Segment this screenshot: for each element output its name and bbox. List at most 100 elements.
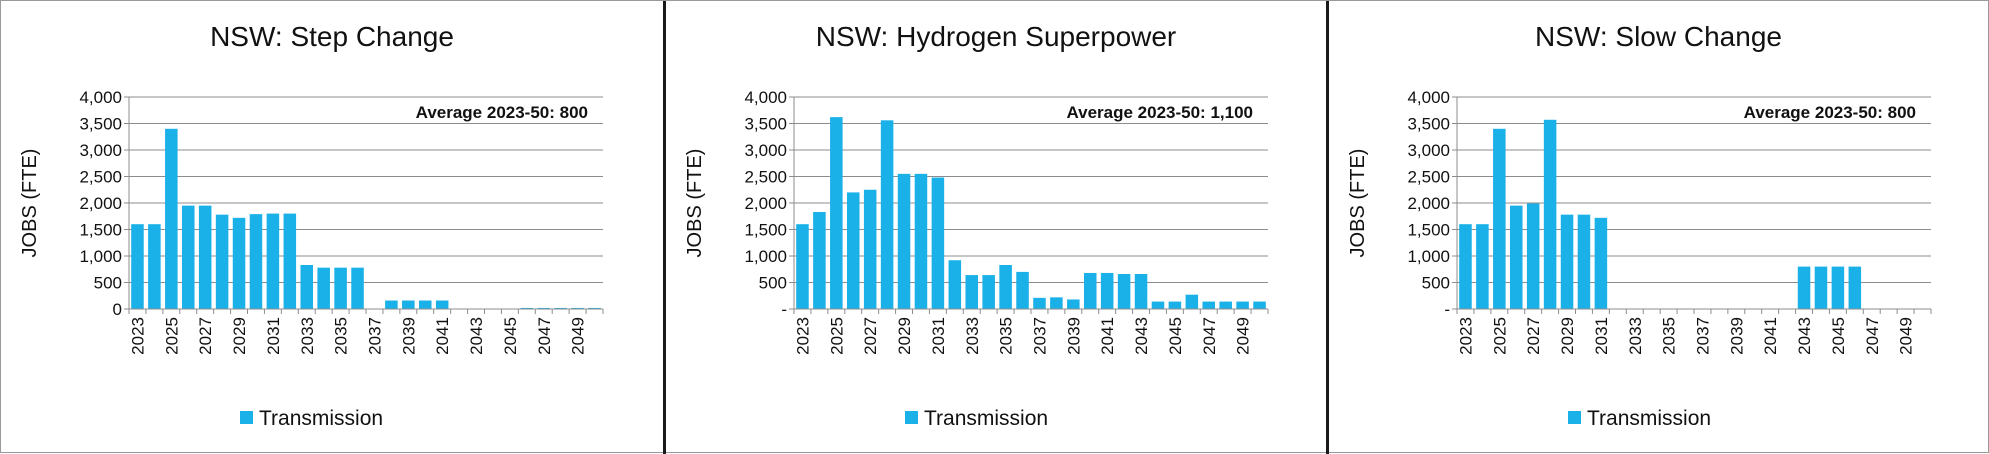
- y-tick-label: 3,500: [744, 115, 787, 134]
- y-tick-label: 4,000: [79, 88, 122, 107]
- bar-2045: [1168, 301, 1182, 309]
- bar-2026: [181, 205, 195, 309]
- legend: Transmission: [1568, 407, 1711, 430]
- y-tick-label: 3,500: [1407, 115, 1450, 134]
- bar-2030: [1577, 214, 1591, 309]
- bar-2047: [537, 307, 551, 309]
- bar-2046: [1185, 294, 1199, 309]
- x-tick-label: 2023: [128, 317, 147, 355]
- bar-2035: [999, 265, 1012, 309]
- bar-2025: [165, 128, 178, 309]
- bar-2043: [1797, 266, 1811, 309]
- y-tick-label: 3,000: [744, 141, 787, 160]
- x-tick-label: 2043: [1132, 317, 1151, 355]
- y-tick-label: 500: [759, 274, 787, 293]
- y-tick-label: -: [781, 300, 787, 319]
- bar-2037: [1033, 297, 1046, 309]
- x-tick-label: 2023: [793, 317, 812, 355]
- bar-2039: [1067, 299, 1080, 309]
- x-tick-label: 2023: [1456, 317, 1475, 355]
- bar-2032: [283, 213, 297, 309]
- x-tick-label: 2043: [467, 317, 486, 355]
- bar-2032: [948, 260, 962, 309]
- y-tick-label: 1,500: [79, 221, 122, 240]
- bar-2046: [1848, 266, 1862, 309]
- x-tick-label: 2043: [1795, 317, 1814, 355]
- bar-2023: [131, 224, 144, 309]
- bar-2031: [1594, 217, 1608, 309]
- x-tick-label: 2031: [1592, 317, 1611, 355]
- bar-2046: [520, 307, 534, 309]
- y-tick-label: 1,000: [1407, 247, 1450, 266]
- y-tick-label: 2,000: [1407, 194, 1450, 213]
- legend: Transmission: [905, 407, 1048, 430]
- panel-divider: [1326, 1, 1329, 454]
- x-tick-label: 2039: [399, 317, 418, 355]
- bar-2024: [813, 212, 826, 309]
- bar-2026: [1509, 205, 1523, 309]
- x-tick-label: 2039: [1064, 317, 1083, 355]
- chart-title: NSW: Hydrogen Superpower: [816, 21, 1177, 52]
- x-tick-label: 2045: [501, 317, 520, 355]
- bar-2028: [215, 214, 229, 309]
- legend-label: Transmission: [1587, 407, 1711, 430]
- y-tick-label: 3,500: [79, 115, 122, 134]
- chart-svg: NSW: Hydrogen Superpower - 500 1,000 1,500 2,…: [684, 21, 1269, 430]
- legend: Transmission: [240, 407, 383, 430]
- y-tick-label: 2,500: [79, 168, 122, 187]
- average-annotation: Average 2023-50: 800: [416, 103, 588, 122]
- bar-2023: [1459, 224, 1472, 309]
- y-tick-label: 1,500: [744, 221, 787, 240]
- legend-swatch: [905, 411, 918, 424]
- bar-2044: [1814, 266, 1828, 309]
- y-tick-label: -: [1444, 300, 1450, 319]
- x-tick-label: 2041: [1761, 317, 1780, 355]
- bar-2027: [863, 189, 877, 309]
- x-tick-label: 2037: [365, 317, 384, 355]
- y-tick-label: 2,000: [744, 194, 787, 213]
- x-tick-label: 2027: [1524, 317, 1543, 355]
- chart-title: NSW: Slow Change: [1535, 21, 1782, 52]
- bar-2029: [232, 217, 246, 309]
- y-tick-label: 1,000: [79, 247, 122, 266]
- y-tick-label: 2,500: [744, 168, 787, 187]
- bar-2036: [1016, 271, 1029, 309]
- y-tick-label: 1,500: [1407, 221, 1450, 240]
- x-tick-label: 2031: [929, 317, 948, 355]
- x-tick-label: 2033: [298, 317, 317, 355]
- x-tick-label: 2049: [1234, 317, 1253, 355]
- y-tick-label: 500: [94, 274, 122, 293]
- bar-2023: [796, 224, 809, 309]
- x-tick-label: 2047: [1200, 317, 1219, 355]
- x-tick-label: 2031: [264, 317, 283, 355]
- legend-label: Transmission: [259, 407, 383, 430]
- x-tick-label: 2047: [535, 317, 554, 355]
- panel-divider: [663, 1, 666, 454]
- x-tick-label: 2025: [827, 317, 846, 355]
- bar-2030: [249, 214, 263, 309]
- bar-2034: [317, 267, 330, 309]
- bar-2041: [435, 300, 449, 309]
- bar-2048: [1219, 301, 1232, 309]
- x-tick-label: 2033: [1626, 317, 1645, 355]
- bar-2044: [1151, 301, 1165, 309]
- x-tick-label: 2029: [895, 317, 914, 355]
- bar-2036: [351, 267, 364, 309]
- x-tick-label: 2035: [332, 317, 351, 355]
- average-annotation: Average 2023-50: 800: [1744, 103, 1916, 122]
- bar-2030: [914, 173, 928, 309]
- x-tick-label: 2035: [997, 317, 1016, 355]
- bar-2045: [1831, 266, 1845, 309]
- bar-2028: [1543, 119, 1557, 309]
- bar-2026: [846, 192, 860, 309]
- x-tick-label: 2029: [1558, 317, 1577, 355]
- x-tick-label: 2041: [433, 317, 452, 355]
- y-tick-label: 4,000: [1407, 88, 1450, 107]
- x-tick-label: 2037: [1030, 317, 1049, 355]
- y-tick-label: 4,000: [744, 88, 787, 107]
- y-tick-label: 500: [1422, 274, 1450, 293]
- chart-svg: NSW: Slow Change - 500 1,000 1,500 2,000 2,500…: [1347, 21, 1932, 430]
- legend-swatch: [240, 411, 253, 424]
- bar-2031: [931, 177, 945, 309]
